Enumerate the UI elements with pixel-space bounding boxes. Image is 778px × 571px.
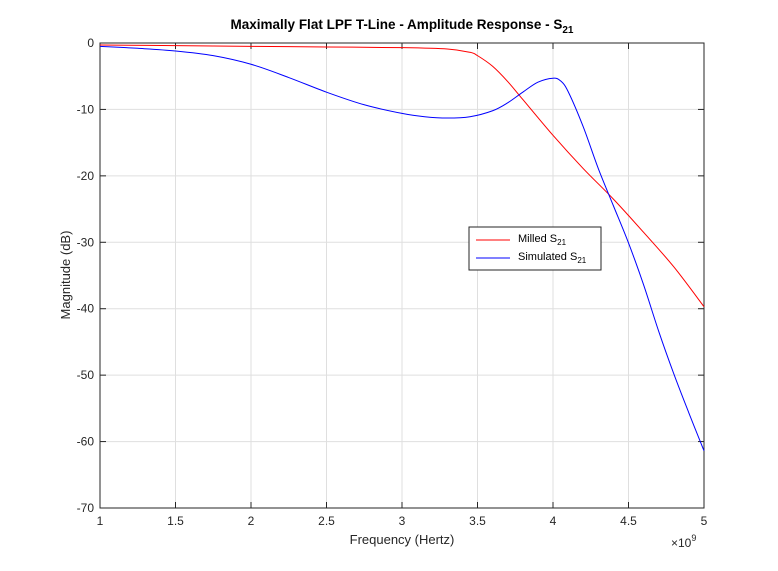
x-tick-label: 2 <box>248 514 255 528</box>
y-tick-label: -60 <box>77 435 95 449</box>
y-tick-label: -10 <box>77 102 95 116</box>
x-tick-label: 3.5 <box>469 514 486 528</box>
y-tick-labels: 0 -10 -20 -30 -40 -50 -60 -70 <box>77 36 95 515</box>
x-axis-exponent: ×109 <box>671 533 696 550</box>
legend: Milled S21 Simulated S21 <box>468 226 602 271</box>
tick-marks <box>99 42 705 509</box>
x-tick-label: 2.5 <box>318 514 335 528</box>
x-tick-label: 4 <box>550 514 557 528</box>
legend-box <box>468 226 602 271</box>
x-tick-label: 1 <box>97 514 104 528</box>
y-tick-label: -70 <box>77 501 95 515</box>
x-tick-label: 1.5 <box>167 514 184 528</box>
series-line-milled <box>99 44 705 308</box>
y-tick-label: -20 <box>77 169 95 183</box>
legend-label-milled: Milled S21 <box>518 233 567 247</box>
x-tick-labels: 1 1.5 2 2.5 3 3.5 4 4.5 5 <box>97 514 708 528</box>
y-axis-label: Magnitude (dB) <box>58 231 73 320</box>
x-tick-label: 4.5 <box>620 514 637 528</box>
y-tick-label: 0 <box>87 36 94 50</box>
y-tick-label: -30 <box>77 235 95 249</box>
x-tick-label: 3 <box>399 514 406 528</box>
x-axis-label: Frequency (Hertz) <box>350 532 455 547</box>
series-lines <box>99 44 705 452</box>
legend-label-simulated: Simulated S21 <box>518 251 587 265</box>
chart-title: Maximally Flat LPF T-Line - Amplitude Re… <box>231 17 574 36</box>
series-line-simulated <box>99 45 705 452</box>
y-tick-label: -40 <box>77 302 95 316</box>
y-tick-label: -50 <box>77 368 95 382</box>
x-tick-label: 5 <box>701 514 708 528</box>
